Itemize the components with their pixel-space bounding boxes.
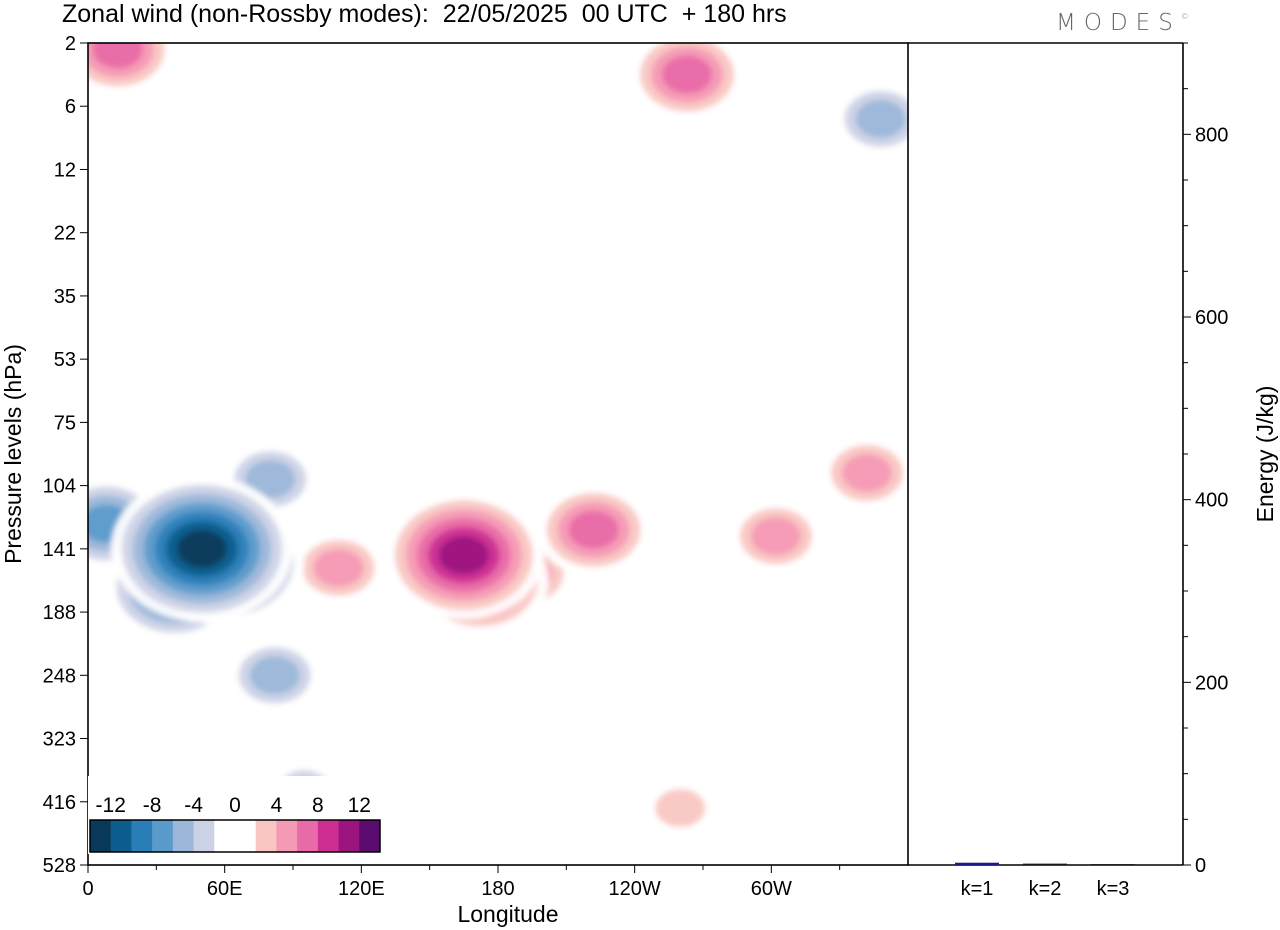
- chart-title: Zonal wind (non-Rossby modes): 22/05/202…: [62, 0, 787, 28]
- colorbar-label: 12: [348, 794, 371, 817]
- colorbar-swatch: [338, 820, 360, 852]
- colorbar: -12 -8 -4 0 4 8 12: [88, 776, 382, 854]
- x-tick-label: 0: [82, 878, 93, 900]
- y-tick-label: 248: [43, 665, 76, 687]
- contour-11-4: [568, 510, 619, 549]
- energy-tick-label: 200: [1195, 672, 1228, 694]
- y-tick-label: 528: [43, 855, 76, 877]
- energy-tick-label: 800: [1195, 124, 1228, 146]
- colorbar-swatch: [172, 820, 195, 852]
- x-tick-label: 180: [481, 878, 514, 900]
- colorbar-label: 0: [229, 794, 241, 817]
- x-tick-label: 120E: [338, 878, 385, 900]
- y-tick-label: 75: [54, 412, 76, 434]
- logo-text: MODES: [1056, 10, 1181, 36]
- y-axis: 2 6 12 22 35 53 75 104 141 188 248 323 416 528 Pressur…: [0, 33, 88, 877]
- x-tick-label: 60E: [207, 878, 243, 900]
- contour-12-4: [662, 55, 713, 94]
- energy-axis: 0 200 400 600 800 Energy (J/kg): [1183, 42, 1278, 877]
- colorbar-swatch: [276, 820, 298, 852]
- contour-2-2: [655, 789, 706, 828]
- contour-group: [88, 43, 908, 837]
- colorbar-label: 4: [271, 794, 283, 817]
- x-tick-label: 120W: [609, 878, 661, 900]
- energy-tick-label: 600: [1195, 307, 1228, 329]
- main-plot-border: [87, 42, 909, 866]
- contour-6-3: [249, 656, 300, 695]
- contour-19-7: [176, 529, 227, 568]
- y-tick-label: 6: [65, 96, 76, 118]
- y-tick-label: 323: [43, 729, 76, 751]
- energy-tick-label: 0: [1195, 855, 1206, 877]
- energy-axis-title: Energy (J/kg): [1252, 386, 1278, 523]
- y-tick-label: 416: [43, 792, 76, 814]
- x-axis-title: Longitude: [457, 901, 558, 927]
- y-tick-label: 188: [43, 602, 76, 624]
- energy-bars: k=1 k=2 k=3: [955, 862, 1135, 900]
- contour-14-4: [92, 43, 143, 69]
- colorbar-swatch: [152, 820, 174, 852]
- colorbar-label: -4: [184, 794, 203, 817]
- y-tick-label: 22: [54, 223, 76, 245]
- y-axis-title: Pressure levels (hPa): [0, 344, 26, 564]
- colorbar-label: -12: [96, 794, 126, 817]
- colorbar-swatch: [317, 820, 340, 852]
- contour-5-3: [245, 460, 296, 499]
- colorbar-swatch: [235, 820, 257, 852]
- y-tick-label: 35: [54, 286, 76, 308]
- y-tick-label: 53: [54, 349, 76, 371]
- colorbar-swatch: [90, 820, 112, 852]
- colorbar-swatch: [214, 820, 236, 852]
- x-tick-label: 60W: [751, 878, 792, 900]
- colorbar-swatch: [110, 820, 132, 852]
- contour-7-3: [855, 99, 906, 138]
- energy-tick-label: 400: [1195, 490, 1228, 512]
- wind-field: [88, 43, 908, 837]
- colorbar-swatch: [131, 820, 153, 852]
- colorbar-border: [89, 819, 381, 853]
- energy-bar-k=3: [1091, 864, 1135, 866]
- contour-9-3: [750, 517, 801, 556]
- y-tick-label: 141: [43, 539, 76, 561]
- logo-mark: ©: [1180, 12, 1189, 21]
- energy-bar-label: k=3: [1097, 878, 1130, 900]
- y-tick-label: 12: [54, 159, 76, 181]
- x-axis: 0 60E 120E 180 120W 60W Longitude: [82, 865, 841, 927]
- modes-logo: MODES©: [1056, 10, 1189, 36]
- colorbar-label: 8: [312, 794, 324, 817]
- y-tick-label: 2: [65, 33, 76, 55]
- energy-bar-k=2: [1023, 863, 1067, 865]
- energy-bar-k=1: [955, 862, 999, 865]
- colorbar-swatch: [255, 820, 277, 852]
- colorbar-swatch: [297, 820, 319, 852]
- colorbar-swatch: [359, 820, 381, 852]
- contour-4-3: [313, 548, 364, 587]
- contour-10-3: [842, 453, 892, 492]
- colorbar-swatch: [193, 820, 215, 852]
- contour-18-6: [438, 536, 489, 575]
- colorbar-label: -8: [143, 794, 162, 817]
- energy-bar-label: k=1: [961, 878, 994, 900]
- energy-bar-label: k=2: [1029, 878, 1062, 900]
- y-tick-label: 104: [43, 476, 76, 498]
